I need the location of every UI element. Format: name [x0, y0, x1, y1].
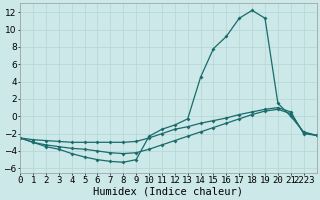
X-axis label: Humidex (Indice chaleur): Humidex (Indice chaleur): [93, 187, 244, 197]
